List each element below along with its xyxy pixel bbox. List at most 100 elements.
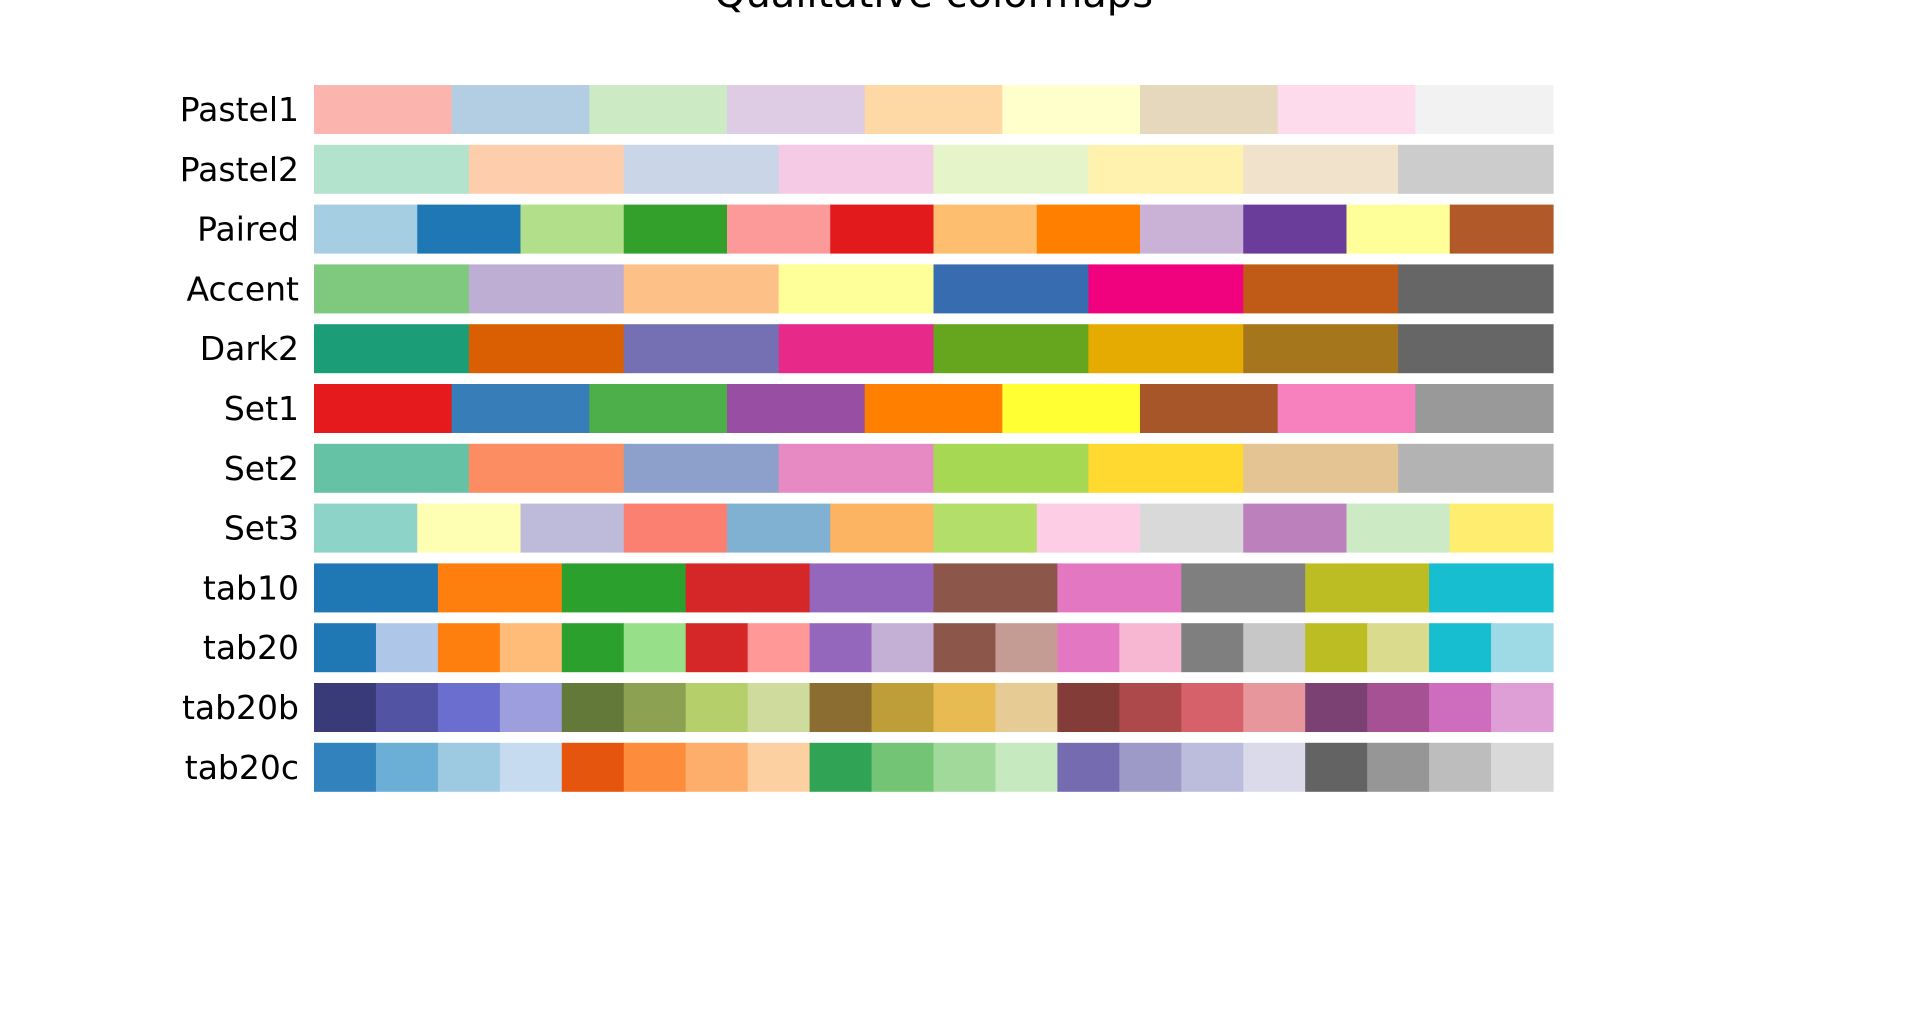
- swatch-Set2-5: [1088, 443, 1244, 493]
- swatch-tab20-8: [809, 623, 873, 673]
- swatch-Set1-5: [1002, 384, 1141, 433]
- swatch-tab20c-1: [375, 742, 439, 792]
- swatch-tab20b-3: [499, 683, 563, 732]
- swatch-Set1-3: [727, 384, 866, 433]
- swatch-Paired-5: [830, 204, 935, 254]
- swatch-tab20-12: [1057, 623, 1120, 673]
- swatch-tab20c-2: [437, 742, 501, 792]
- colormap-row-Paired: Paired: [197, 204, 1554, 254]
- swatch-tab20-13: [1119, 623, 1182, 673]
- swatch-tab20b-16: [1305, 683, 1368, 732]
- swatch-tab10-9: [1429, 563, 1554, 613]
- swatch-Set3-10: [1346, 503, 1451, 553]
- swatch-tab20c-10: [933, 742, 997, 792]
- colormap-label: Paired: [197, 210, 299, 249]
- swatch-tab20b-0: [314, 683, 377, 732]
- swatch-tab20-2: [437, 623, 501, 673]
- colormap-label: Set1: [224, 389, 299, 428]
- swatch-Pastel1-3: [727, 85, 866, 134]
- swatch-tab20c-3: [499, 742, 563, 792]
- swatch-tab20b-13: [1119, 683, 1182, 732]
- swatch-Paired-8: [1140, 204, 1244, 254]
- colormap-label: Accent: [187, 269, 299, 308]
- swatch-Dark2-4: [933, 324, 1089, 374]
- swatch-Set2-3: [778, 443, 935, 493]
- colormap-label: tab10: [203, 568, 299, 607]
- swatch-Accent-1: [468, 264, 625, 314]
- swatch-tab20b-2: [437, 683, 501, 732]
- swatch-tab20c-18: [1429, 742, 1492, 792]
- swatch-Paired-2: [520, 204, 625, 254]
- swatch-tab20b-1: [375, 683, 439, 732]
- swatch-tab20b-10: [933, 683, 997, 732]
- swatch-Dark2-7: [1398, 324, 1554, 374]
- swatch-tab20b-12: [1057, 683, 1120, 732]
- swatch-Pastel2-2: [623, 144, 780, 194]
- colormap-label: Set3: [224, 509, 299, 548]
- swatch-Set3-11: [1449, 503, 1554, 553]
- swatch-Paired-10: [1346, 204, 1451, 254]
- colormap-row-Set3: Set3: [224, 503, 1554, 553]
- swatch-Dark2-3: [778, 324, 935, 374]
- swatch-Paired-6: [933, 204, 1038, 254]
- swatch-Set3-8: [1140, 503, 1244, 553]
- colormap-label: tab20c: [185, 748, 299, 787]
- colormap-row-tab10: tab10: [203, 563, 1554, 613]
- swatch-tab20c-16: [1305, 742, 1368, 792]
- swatch-Set1-4: [864, 384, 1003, 433]
- swatch-tab20c-5: [623, 742, 687, 792]
- colormap-label: tab20: [203, 628, 299, 667]
- swatch-Accent-5: [1088, 264, 1244, 314]
- swatch-tab20b-15: [1243, 683, 1306, 732]
- swatch-tab20-6: [685, 623, 749, 673]
- swatch-tab20-1: [375, 623, 439, 673]
- swatch-Set1-6: [1140, 384, 1279, 433]
- swatch-tab20c-13: [1119, 742, 1182, 792]
- swatch-tab20b-8: [809, 683, 873, 732]
- swatch-tab20-16: [1305, 623, 1368, 673]
- swatch-tab20b-11: [995, 683, 1058, 732]
- colormap-row-Accent: Accent: [187, 264, 1554, 314]
- swatch-Accent-7: [1398, 264, 1554, 314]
- swatch-tab20c-19: [1491, 742, 1554, 792]
- swatch-tab20c-0: [314, 742, 377, 792]
- swatch-tab20-3: [499, 623, 563, 673]
- swatch-Set3-1: [417, 503, 522, 553]
- swatch-Pastel1-2: [589, 85, 728, 134]
- swatch-tab20-15: [1243, 623, 1306, 673]
- swatch-Dark2-6: [1243, 324, 1399, 374]
- swatch-tab20c-8: [809, 742, 873, 792]
- swatch-tab20c-11: [995, 742, 1058, 792]
- swatch-tab20-14: [1181, 623, 1244, 673]
- swatch-Set3-0: [314, 503, 418, 553]
- swatch-tab10-5: [933, 563, 1058, 613]
- colormap-label: Pastel1: [180, 90, 299, 129]
- swatch-tab20-9: [871, 623, 935, 673]
- colormap-row-Pastel1: Pastel1: [180, 85, 1554, 134]
- swatch-Set3-7: [1036, 503, 1141, 553]
- swatch-Set1-0: [314, 384, 453, 433]
- swatch-Dark2-0: [314, 324, 470, 374]
- swatch-Set2-2: [623, 443, 780, 493]
- swatch-tab20b-18: [1429, 683, 1492, 732]
- swatch-Pastel2-3: [778, 144, 935, 194]
- swatch-tab20c-14: [1181, 742, 1244, 792]
- swatch-tab20b-4: [561, 683, 625, 732]
- swatch-Set1-7: [1277, 384, 1416, 433]
- swatch-Accent-2: [623, 264, 780, 314]
- swatch-tab20c-12: [1057, 742, 1120, 792]
- swatch-tab20b-7: [747, 683, 811, 732]
- swatch-tab20c-4: [561, 742, 625, 792]
- colormap-row-tab20b: tab20b: [182, 683, 1554, 732]
- swatch-tab10-2: [561, 563, 687, 613]
- colormap-label: tab20b: [182, 688, 299, 727]
- swatch-Pastel2-1: [468, 144, 625, 194]
- swatch-Set1-2: [589, 384, 728, 433]
- swatch-Set1-8: [1415, 384, 1554, 433]
- swatch-tab20-4: [561, 623, 625, 673]
- swatch-Accent-0: [314, 264, 470, 314]
- swatch-Set2-6: [1243, 443, 1399, 493]
- swatch-Accent-4: [933, 264, 1089, 314]
- colormap-label: Dark2: [200, 329, 299, 368]
- swatch-tab20b-19: [1491, 683, 1554, 732]
